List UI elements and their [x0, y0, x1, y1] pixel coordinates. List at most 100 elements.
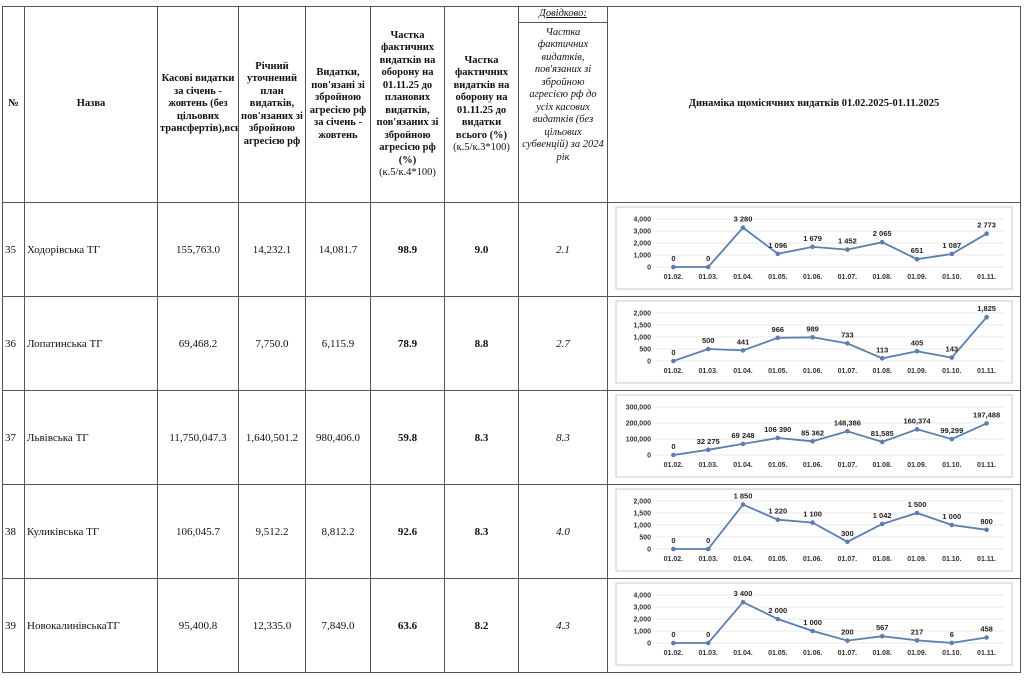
series-line	[673, 601, 987, 644]
table-cell: 8.2	[444, 578, 519, 673]
table-cell: 8.3	[518, 390, 608, 485]
data-point	[740, 348, 746, 353]
data-label: 1 100	[803, 510, 822, 519]
header-formula: (к.5/к.3*100)	[453, 142, 510, 153]
x-tick-label: 01.03.	[698, 650, 718, 657]
line-chart: 0 1,000 2,000 3,000 4,000 01.02. 01.03. 01.04. 0…	[615, 582, 1013, 666]
header-cell: Динаміка щомісячних видатків 01.02.2025-…	[607, 6, 1021, 203]
data-point	[914, 256, 920, 262]
y-tick-label: 2,000	[633, 241, 651, 248]
x-tick-label: 01.07.	[838, 274, 858, 281]
table-cell: 8.3	[444, 484, 519, 579]
data-point	[984, 635, 989, 640]
header-text: Частка фактичних видатків, пов'язаних зі…	[522, 26, 604, 163]
data-point	[671, 264, 676, 270]
y-tick-label: 1,000	[633, 253, 651, 260]
series-line	[673, 503, 987, 550]
data-point	[810, 439, 815, 444]
data-point	[810, 244, 815, 250]
x-tick-label: 01.09.	[907, 556, 927, 563]
data-label: 6	[950, 630, 954, 639]
x-tick-label: 01.11.	[977, 368, 996, 375]
line-chart: 0 100,000 200,000 300,000 01.02. 01.03. 01.04.…	[615, 394, 1013, 478]
line-chart: 0 500 1,000 1,500 2,000 01.02. 01.03. 01.04. 01.…	[615, 300, 1013, 384]
table-cell: 7,750.0	[238, 296, 306, 391]
header-cell: Назва	[24, 6, 158, 203]
x-tick-label: 01.07.	[838, 368, 858, 375]
y-tick-label: 0	[647, 359, 651, 366]
data-point	[740, 599, 746, 605]
data-label: 0	[671, 348, 675, 357]
y-tick-label: 2,000	[633, 499, 651, 506]
table-row: 35 Ходорівська ТГ 155,763.0 14,232.1 14,081.…	[2, 202, 1021, 297]
table-cell: 36	[2, 296, 25, 391]
data-point	[949, 436, 955, 442]
table-cell: 8,812.2	[305, 484, 371, 579]
data-label: 0	[706, 536, 710, 545]
data-point	[740, 225, 746, 230]
header-cell: Видатки, пов'язані зі збройною агресією …	[305, 6, 371, 203]
data-label: 441	[737, 337, 750, 346]
x-tick-label: 01.09.	[907, 368, 927, 375]
x-tick-label: 01.04.	[733, 556, 753, 563]
data-point	[775, 335, 781, 341]
y-tick-label: 300,000	[626, 405, 651, 412]
chart-cell: 0 1,000 2,000 3,000 4,000 01.02. 01.03. 01.04. 0…	[607, 578, 1021, 673]
table-cell: 98.9	[370, 202, 445, 297]
data-point	[845, 638, 850, 643]
table-cell: Куликівська ТГ	[24, 484, 158, 579]
table-body: 35 Ходорівська ТГ 155,763.0 14,232.1 14,081.…	[2, 202, 1021, 673]
data-point	[775, 435, 781, 441]
table-cell: 63.6	[370, 578, 445, 673]
header-cell: Річний уточнений план видатків, пов'язан…	[238, 6, 306, 203]
data-label: 3 280	[734, 215, 753, 224]
table-cell: 2.7	[518, 296, 608, 391]
y-tick-label: 0	[647, 453, 651, 460]
data-point	[984, 527, 989, 533]
data-point	[810, 520, 815, 525]
series-line	[673, 422, 987, 456]
data-point	[845, 428, 850, 434]
header-text: №	[8, 98, 19, 110]
data-label: 989	[806, 324, 819, 333]
x-tick-label: 01.03.	[698, 274, 718, 281]
y-tick-label: 1,000	[633, 523, 651, 530]
y-tick-label: 1,000	[633, 335, 651, 342]
table-cell: Лопатинська ТГ	[24, 296, 158, 391]
line-chart: 0 500 1,000 1,500 2,000 01.02. 01.03. 01.04. 01.…	[615, 488, 1013, 572]
table-cell: Львівська ТГ	[24, 390, 158, 485]
chart-cell: 0 500 1,000 1,500 2,000 01.02. 01.03. 01.04. 01.…	[607, 484, 1021, 579]
x-tick-label: 01.06.	[803, 556, 823, 563]
data-point	[705, 546, 711, 552]
table-cell: 8.3	[444, 390, 519, 485]
data-label: 1 042	[873, 511, 892, 520]
x-tick-label: 01.07.	[838, 462, 858, 469]
table-cell: 78.9	[370, 296, 445, 391]
data-point	[879, 239, 885, 245]
data-label: 0	[671, 442, 675, 451]
data-point	[879, 521, 885, 527]
x-tick-label: 01.03.	[698, 556, 718, 563]
data-label: 69 248	[732, 431, 755, 440]
data-label: 1 000	[803, 618, 822, 627]
header-text: Частка фактичних видатків на оборону на …	[453, 54, 510, 141]
x-tick-label: 01.10.	[942, 368, 962, 375]
data-label: 733	[841, 330, 854, 339]
table-cell: 14,081.7	[305, 202, 371, 297]
header-cell: Касові видатки за січень - жовтень (без …	[157, 6, 239, 203]
data-label: 2 773	[977, 221, 996, 230]
data-point	[810, 334, 815, 340]
x-tick-label: 01.05.	[768, 650, 788, 657]
data-point	[845, 539, 850, 545]
data-point	[879, 439, 885, 445]
data-label: 1 096	[768, 241, 787, 250]
chart-frame	[615, 582, 1013, 666]
data-point	[845, 341, 850, 346]
x-tick-label: 01.02.	[664, 556, 684, 563]
x-tick-label: 01.03.	[698, 462, 718, 469]
data-point	[705, 447, 711, 453]
data-label: 458	[980, 625, 993, 634]
table-cell: 7,849.0	[305, 578, 371, 673]
header-row: № Назва Касові видатки за січень - жовтень…	[2, 6, 1021, 203]
data-point	[949, 251, 955, 257]
